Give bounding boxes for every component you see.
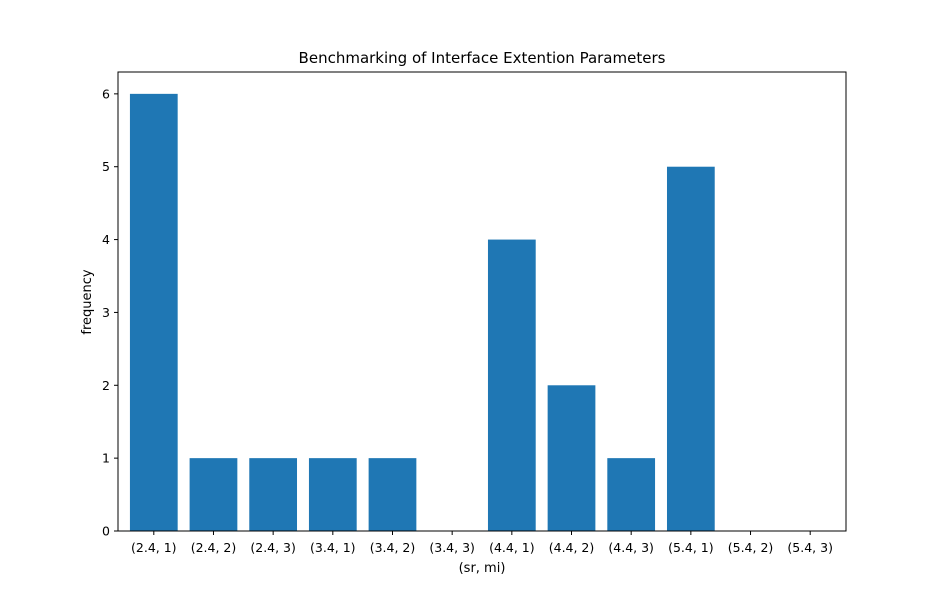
x-tick-label: (4.4, 1) (489, 540, 535, 555)
y-tick-label: 4 (102, 232, 110, 247)
x-tick-label: (2.4, 1) (131, 540, 177, 555)
y-tick-label: 2 (102, 378, 110, 393)
bar (129, 93, 178, 531)
bar (249, 458, 298, 531)
bar (368, 458, 417, 531)
chart-title: Benchmarking of Interface Extention Para… (299, 49, 666, 67)
x-axis-label: (sr, mi) (459, 561, 506, 576)
x-tick-label: (5.4, 3) (787, 540, 833, 555)
bar (189, 458, 238, 531)
bar (607, 458, 656, 531)
x-axis-ticks: (2.4, 1) (2.4, 2) (2.4, 3) (3.4, 1) (3.4, 2)… (131, 531, 833, 555)
y-tick-label: 6 (102, 86, 110, 101)
y-tick-label: 5 (102, 159, 110, 174)
x-tick-label: (2.4, 2) (191, 540, 237, 555)
x-tick-label: (5.4, 1) (668, 540, 714, 555)
y-tick-label: 0 (102, 524, 110, 539)
bar (308, 458, 357, 531)
bar (547, 385, 596, 531)
x-tick-label: (4.4, 2) (549, 540, 595, 555)
bar (487, 239, 536, 532)
bar (666, 166, 715, 531)
y-tick-label: 1 (102, 451, 110, 466)
x-tick-label: (5.4, 2) (728, 540, 774, 555)
y-tick-label: 3 (102, 305, 110, 320)
x-tick-label: (4.4, 3) (608, 540, 654, 555)
x-tick-label: (3.4, 1) (310, 540, 356, 555)
y-axis-label: frequency (80, 269, 95, 335)
y-axis-ticks: 0 1 2 3 4 5 6 (102, 86, 118, 539)
x-tick-label: (3.4, 2) (370, 540, 416, 555)
x-tick-label: (2.4, 3) (250, 540, 296, 555)
x-tick-label: (3.4, 3) (429, 540, 475, 555)
plot-area-frame (117, 71, 847, 532)
bars-group (129, 93, 715, 532)
